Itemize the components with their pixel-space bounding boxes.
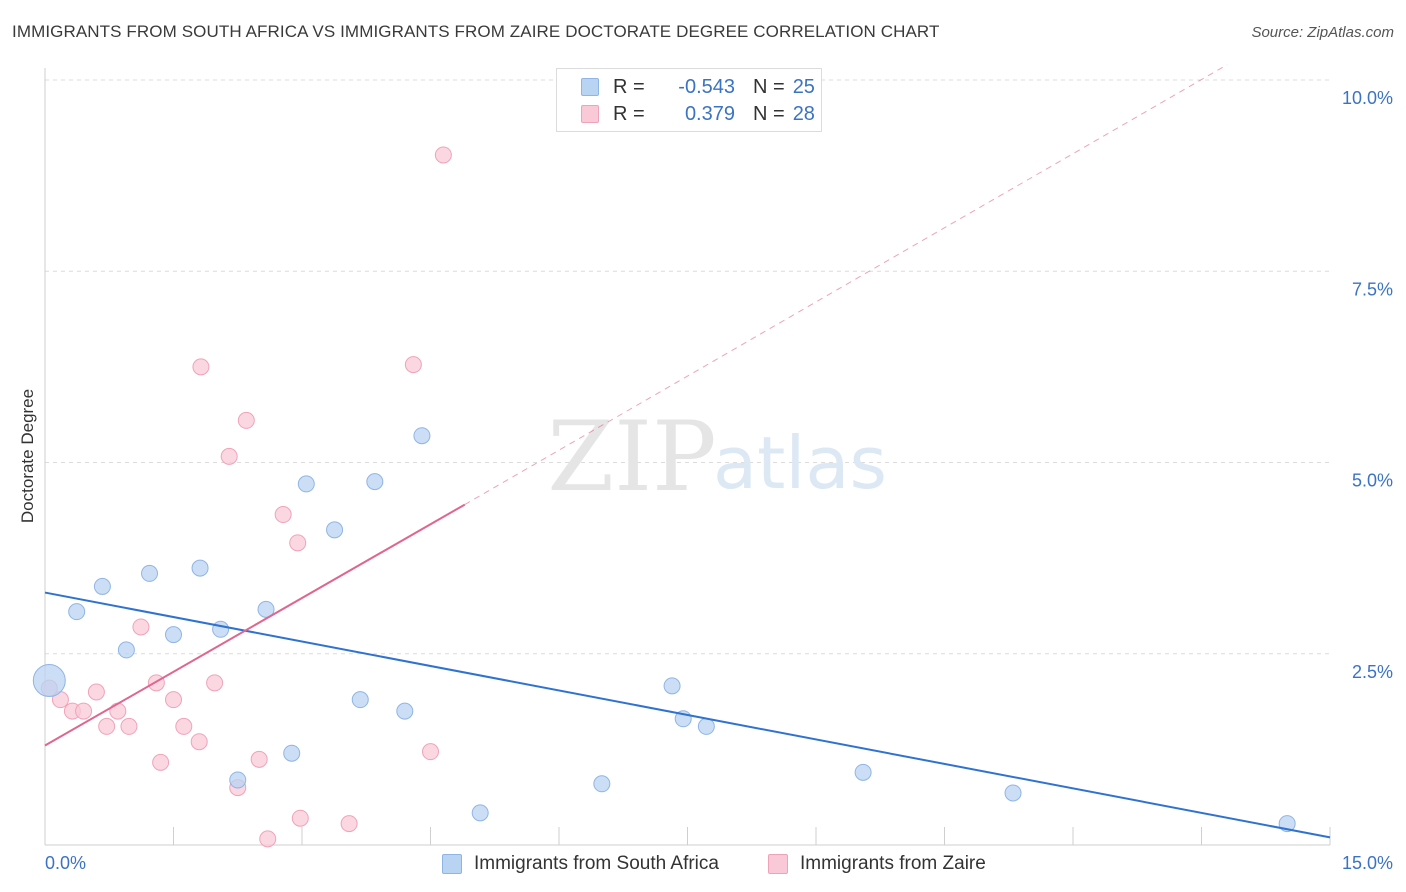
- data-point-south-africa: [854, 763, 872, 781]
- data-point-south-africa: [351, 691, 369, 709]
- data-point-zaire: [98, 717, 116, 735]
- trend-line-zaire-extension: [464, 64, 1228, 506]
- data-point-zaire: [75, 702, 93, 720]
- chart-title: IMMIGRANTS FROM SOUTH AFRICA VS IMMIGRAN…: [12, 22, 940, 41]
- data-point-zaire: [132, 618, 150, 636]
- legend-swatch-blue: [581, 78, 599, 96]
- legend-row-zaire: R = 0.379 N = 28: [581, 102, 815, 126]
- legend-n-value: 25: [792, 75, 815, 98]
- data-point-south-africa: [663, 677, 681, 695]
- data-point-zaire: [404, 356, 422, 374]
- data-point-zaire: [291, 809, 309, 827]
- data-point-south-africa: [141, 564, 159, 582]
- data-point-zaire: [289, 534, 307, 552]
- data-point-zaire: [274, 506, 292, 524]
- legend-r-label: R =: [613, 102, 645, 125]
- data-point-south-africa: [229, 771, 247, 789]
- data-point-south-africa: [257, 600, 275, 618]
- data-point-south-africa: [1004, 784, 1022, 802]
- legend-n-label: N =: [753, 102, 785, 125]
- bottom-legend-label: Immigrants from South Africa: [474, 853, 719, 874]
- bottom-legend-swatch-blue: [442, 854, 462, 874]
- data-point-south-africa: [697, 717, 715, 735]
- data-point-south-africa: [283, 744, 301, 762]
- trend-lines: [44, 64, 1331, 839]
- axes: [44, 68, 1331, 846]
- y-tick-label: 5.0%: [1352, 471, 1393, 491]
- watermark-atlas: atlas: [713, 421, 887, 505]
- data-point-zaire: [192, 358, 210, 376]
- data-point-south-africa: [297, 475, 315, 493]
- data-point-south-africa: [593, 775, 611, 793]
- legend-swatch-pink: [581, 105, 599, 123]
- data-point-zaire: [190, 733, 208, 751]
- data-point-zaire: [87, 683, 105, 701]
- bottom-legend-south-africa: Immigrants from South Africa: [442, 850, 719, 878]
- y-axis-label: Doctorate Degree: [18, 389, 37, 523]
- data-point-south-africa: [32, 664, 66, 698]
- data-point-south-africa: [326, 521, 344, 539]
- data-point-south-africa: [413, 427, 431, 445]
- data-point-south-africa: [68, 603, 86, 621]
- bottom-legend-swatch-pink: [768, 854, 788, 874]
- data-point-south-africa: [191, 559, 209, 577]
- chart-source: Source: ZipAtlas.com: [1251, 24, 1394, 41]
- data-point-zaire: [109, 702, 127, 720]
- legend-n-value: 28: [792, 102, 815, 125]
- legend-r-label: R =: [613, 75, 645, 98]
- data-point-south-africa: [117, 641, 135, 659]
- data-point-zaire: [120, 717, 138, 735]
- data-point-south-africa: [93, 577, 111, 595]
- bottom-legend-zaire: Immigrants from Zaire: [768, 850, 986, 878]
- gridlines: [45, 79, 1330, 655]
- data-point-zaire: [175, 717, 193, 735]
- data-point-south-africa: [212, 620, 230, 638]
- data-point-south-africa: [165, 626, 182, 644]
- data-point-zaire: [206, 674, 224, 692]
- y-tick-label: 7.5%: [1352, 279, 1393, 299]
- series-zaire-points: [40, 146, 452, 848]
- trend-line-south-africa: [44, 591, 1331, 839]
- data-point-zaire: [220, 447, 238, 465]
- data-point-south-africa: [471, 804, 489, 822]
- data-point-zaire: [147, 674, 165, 692]
- data-point-south-africa: [396, 702, 414, 720]
- watermark: ZIP atlas: [547, 401, 887, 513]
- series-south-africa-points: [32, 427, 1296, 833]
- watermark-zip: ZIP: [547, 401, 716, 513]
- stats-legend: R = -0.543 N = 25 R = 0.379 N = 28: [556, 68, 822, 132]
- data-point-south-africa: [366, 473, 384, 491]
- data-point-zaire: [250, 750, 268, 768]
- bottom-legend-label: Immigrants from Zaire: [800, 853, 986, 874]
- legend-r-value: 0.379: [684, 102, 735, 125]
- x-tick-label: 0.0%: [45, 853, 86, 873]
- y-tick-label: 2.5%: [1352, 662, 1393, 682]
- data-point-zaire: [237, 411, 255, 429]
- data-point-zaire: [422, 743, 439, 761]
- legend-n-label: N =: [753, 75, 785, 98]
- tick-labels: 2.5% 5.0% 7.5% 10.0% 0.0% 15.0%: [45, 88, 1393, 873]
- x-tick-label: 15.0%: [1342, 853, 1393, 873]
- data-point-zaire: [259, 830, 277, 848]
- legend-r-value: -0.543: [678, 75, 735, 98]
- legend-row-south-africa: R = -0.543 N = 25: [581, 75, 815, 99]
- data-point-zaire: [434, 146, 452, 164]
- data-point-zaire: [165, 691, 182, 709]
- data-point-zaire: [152, 753, 170, 771]
- y-tick-label: 10.0%: [1342, 88, 1393, 108]
- data-point-zaire: [340, 815, 358, 833]
- trend-line-zaire: [44, 503, 466, 747]
